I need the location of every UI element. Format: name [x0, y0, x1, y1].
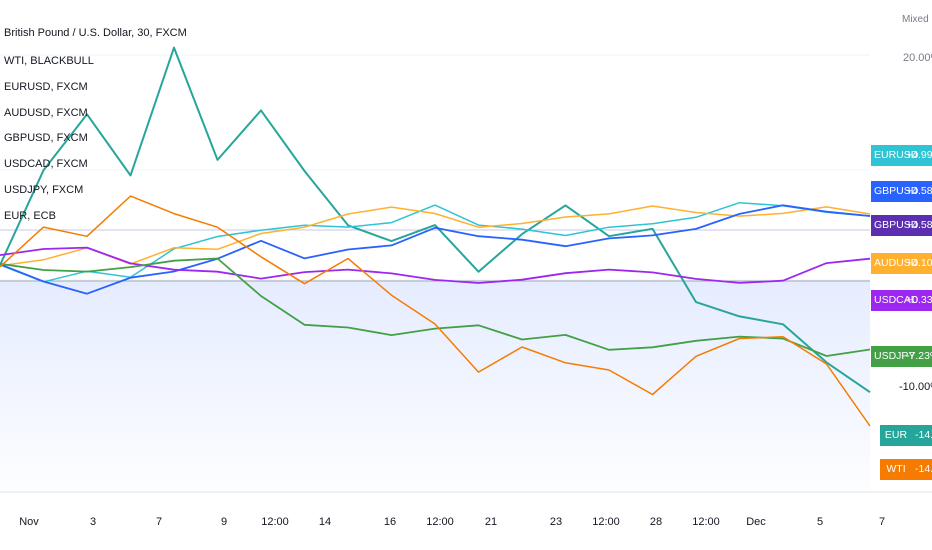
price-tag-value: +0.33%: [906, 294, 932, 306]
price-tag-symbol: USDCAD: [874, 294, 919, 306]
x-tick-label: 12:00: [426, 516, 454, 528]
price-tag-usdcad: USDCAD+0.33%: [871, 290, 932, 311]
x-axis-ticks: Nov 3 7 9 12:00 14 16 12:00 21 23 12:00 28 12:00 Dec 5…: [19, 516, 885, 528]
series-line-gbpusd[interactable]: [0, 204, 871, 295]
legend-item[interactable]: WTI, BLACKBULL: [4, 55, 94, 67]
x-tick-label: 16: [384, 516, 396, 528]
x-tick-label: 12:00: [592, 516, 620, 528]
x-tick-label: 21: [485, 516, 497, 528]
price-tag-audusd: AUDUSD+4.10%: [871, 253, 932, 274]
x-tick-label: 9: [221, 516, 227, 528]
price-tag-value: -14.29%: [915, 429, 932, 441]
y-tick-label: 20.00%: [903, 52, 932, 64]
series-group: [0, 46, 871, 427]
price-tag-value: -7.23%: [906, 350, 932, 362]
price-tag-value: +4.10%: [906, 257, 932, 269]
legend-item[interactable]: AUDUSD, FXCM: [4, 106, 88, 119]
series-line-wti[interactable]: [0, 46, 871, 394]
price-tag-symbol: AUDUSD: [874, 257, 919, 269]
series-line-audusd[interactable]: [0, 205, 871, 267]
price-tag-value: +4.58%: [906, 219, 932, 231]
series-line-eurusd[interactable]: [0, 201, 871, 283]
y-tick-label: -10.00%: [899, 381, 932, 393]
price-tag-value: +4.58%: [906, 185, 932, 197]
symbol-title: British Pound / U.S. Dollar, 30, FXCM: [4, 27, 187, 39]
x-tick-label: 12:00: [692, 516, 720, 528]
x-tick-label: 5: [817, 516, 823, 528]
x-tick-label: Dec: [746, 516, 766, 528]
series-line-usdjpy[interactable]: [0, 257, 871, 357]
x-tick-label: 12:00: [261, 516, 289, 528]
area-fill: [0, 280, 870, 492]
x-tick-label: 28: [650, 516, 662, 528]
legend: WTI, BLACKBULL EURUSD, FXCM AUDUSD, FXCM…: [4, 54, 94, 235]
x-tick-label: 14: [319, 516, 331, 528]
legend-item[interactable]: EUR, ECB: [4, 209, 56, 222]
legend-item[interactable]: USDJPY, FXCM: [4, 183, 84, 196]
legend-item[interactable]: USDCAD, FXCM: [4, 158, 88, 171]
x-tick-label: 7: [156, 516, 162, 528]
price-tag-value: +4.99%: [906, 149, 932, 161]
price-tag-symbol: WTI: [886, 463, 906, 475]
series-line-eur[interactable]: [0, 195, 871, 427]
x-tick-label: Nov: [19, 516, 39, 528]
x-tick-label: 3: [90, 516, 96, 528]
price-tag-wti: WTI -14.52%: [880, 459, 932, 480]
price-tag-eur: EUR -14.29%: [880, 425, 932, 446]
scale-mode-label[interactable]: Mixed: [902, 14, 929, 25]
price-tag-value: -14.52%: [915, 463, 932, 475]
price-tag-gbpusd: GBPUSD+4.58%: [871, 215, 932, 236]
price-tag-symbol: GBPUSD: [874, 185, 919, 197]
price-tag-eurusd: EURUSD+4.99%: [871, 145, 932, 166]
price-tag-gbpusd: GBPUSD+4.58%: [871, 181, 932, 202]
x-tick-label: 23: [550, 516, 562, 528]
price-tag-symbol: EUR: [884, 429, 908, 441]
price-tag-symbol: EURUSD: [874, 149, 919, 161]
legend-item[interactable]: GBPUSD, FXCM: [4, 132, 88, 145]
price-tag-symbol: GBPUSD: [874, 219, 919, 231]
x-tick-label: 7: [879, 516, 885, 528]
price-tag-usdjpy: USDJPY-7.23%: [871, 346, 932, 367]
price-tag-symbol: USDJPY: [874, 350, 916, 362]
legend-item[interactable]: EURUSD, FXCM: [4, 80, 88, 93]
